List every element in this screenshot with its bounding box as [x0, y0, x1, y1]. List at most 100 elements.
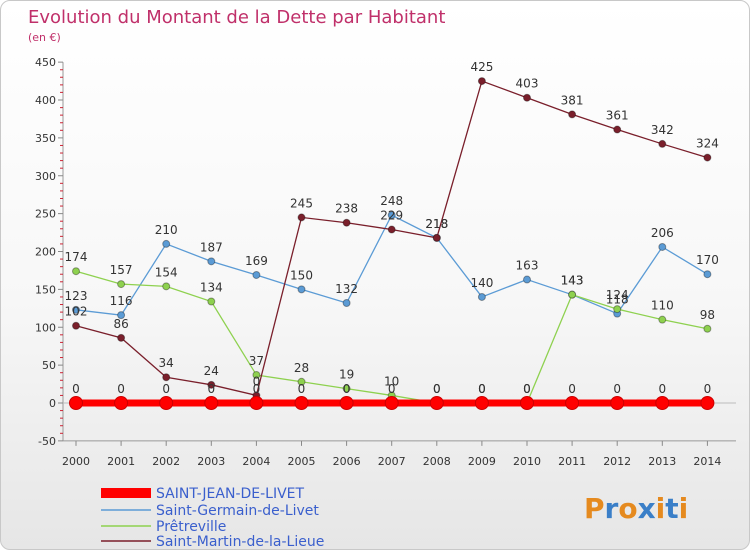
data-point	[117, 311, 126, 320]
data-point	[568, 110, 577, 119]
data-point	[703, 324, 712, 333]
data-label: 229	[380, 209, 403, 223]
x-tick-label: 2009	[468, 455, 496, 468]
data-point	[72, 321, 80, 330]
x-tick-label: 2006	[333, 455, 361, 468]
data-point	[477, 77, 486, 86]
data-label: 123	[65, 289, 88, 303]
proxiti-logo: Proxiti	[584, 492, 688, 525]
data-point	[297, 285, 306, 294]
x-tick-label: 2004	[242, 455, 270, 468]
data-point	[342, 218, 351, 227]
y-tick-label: 0	[49, 397, 56, 410]
data-point	[384, 396, 399, 410]
data-label: 381	[561, 93, 584, 107]
x-tick-label: 2014	[693, 455, 721, 468]
data-label: 0	[117, 382, 125, 396]
data-point	[613, 305, 622, 314]
data-label: 248	[380, 194, 403, 208]
data-label: 154	[155, 265, 178, 279]
data-label: 102	[65, 305, 88, 319]
x-tick-label: 2005	[288, 455, 316, 468]
data-label: 37	[249, 354, 264, 368]
data-point	[568, 290, 577, 299]
data-label: 425	[470, 60, 493, 74]
legend-swatch	[101, 488, 151, 498]
data-label: 174	[65, 250, 88, 264]
y-tick-label: -50	[38, 435, 56, 448]
series-line	[75, 80, 708, 397]
data-point	[297, 213, 306, 222]
data-label: 187	[200, 240, 223, 254]
x-tick-label: 2002	[152, 455, 180, 468]
data-label: 0	[343, 382, 351, 396]
data-point	[523, 275, 531, 284]
x-tick-label: 2001	[107, 455, 135, 468]
data-label: 0	[298, 382, 306, 396]
data-point	[477, 292, 486, 301]
data-label: 218	[425, 217, 448, 231]
data-point	[117, 333, 126, 342]
logo-text: Proxiti	[584, 492, 688, 525]
y-tick-label: 250	[35, 208, 56, 221]
data-label: 134	[200, 280, 223, 294]
data-label: 19	[339, 368, 354, 382]
data-point	[658, 139, 667, 148]
data-point	[658, 315, 667, 324]
data-point	[703, 270, 712, 279]
data-label: 86	[113, 317, 128, 331]
data-point	[114, 396, 129, 410]
data-point	[703, 153, 712, 162]
y-tick-label: 150	[35, 283, 56, 296]
data-point	[249, 396, 264, 410]
data-label: 403	[516, 77, 539, 91]
y-tick-label: 450	[35, 56, 56, 69]
data-label: 0	[478, 382, 486, 396]
data-point	[523, 93, 531, 102]
x-tick-label: 2012	[603, 455, 631, 468]
data-point	[613, 125, 622, 134]
data-point	[610, 396, 625, 410]
data-point	[162, 373, 171, 382]
data-label: 0	[72, 382, 80, 396]
x-tick-label: 2007	[378, 455, 406, 468]
data-label: 0	[523, 382, 531, 396]
data-label: 245	[290, 196, 313, 210]
data-label: 0	[433, 382, 441, 396]
data-label: 0	[523, 382, 531, 396]
data-label: 238	[335, 202, 358, 216]
series-0: 0 0 0 0 0 0 0 0 0 0 0 0 0 0 0	[69, 382, 715, 410]
data-point	[342, 299, 351, 308]
data-point	[655, 396, 670, 410]
data-label: 0	[253, 374, 261, 388]
x-tick-label: 2008	[423, 455, 451, 468]
series-3: 102 86 34 24 0 245 238 229 218 425 403 381 361 342 324	[65, 60, 719, 400]
data-label: 118	[606, 293, 629, 307]
legend-entry: Saint-Martin-de-la-Lieue	[156, 534, 324, 550]
data-label: 170	[696, 253, 719, 267]
data-label: 206	[651, 226, 674, 240]
plot-area: 123 116 210 187 169 150 132 248 218 140 163 143 118 2…	[65, 60, 719, 410]
data-label: 0	[207, 382, 215, 396]
y-tick-label: 100	[35, 321, 56, 334]
x-tick-label: 2010	[513, 455, 541, 468]
data-label: 143	[561, 274, 584, 288]
legend-entry: Saint-Germain-de-Livet	[156, 503, 319, 519]
data-point	[700, 396, 715, 410]
data-label: 0	[613, 382, 621, 396]
legend: SAINT-JEAN-DE-LIVETSaint-Germain-de-Live…	[101, 486, 324, 550]
data-label: 361	[606, 109, 629, 123]
data-label: 0	[162, 382, 170, 396]
data-point	[72, 267, 80, 276]
data-point	[432, 233, 441, 242]
data-label: 150	[290, 268, 313, 282]
data-point	[297, 377, 306, 386]
data-label: 0	[253, 382, 261, 396]
y-tick-label: 350	[35, 132, 56, 145]
data-label: 210	[155, 223, 178, 237]
data-point	[294, 396, 309, 410]
data-point	[72, 305, 80, 314]
data-label: 110	[651, 299, 674, 313]
